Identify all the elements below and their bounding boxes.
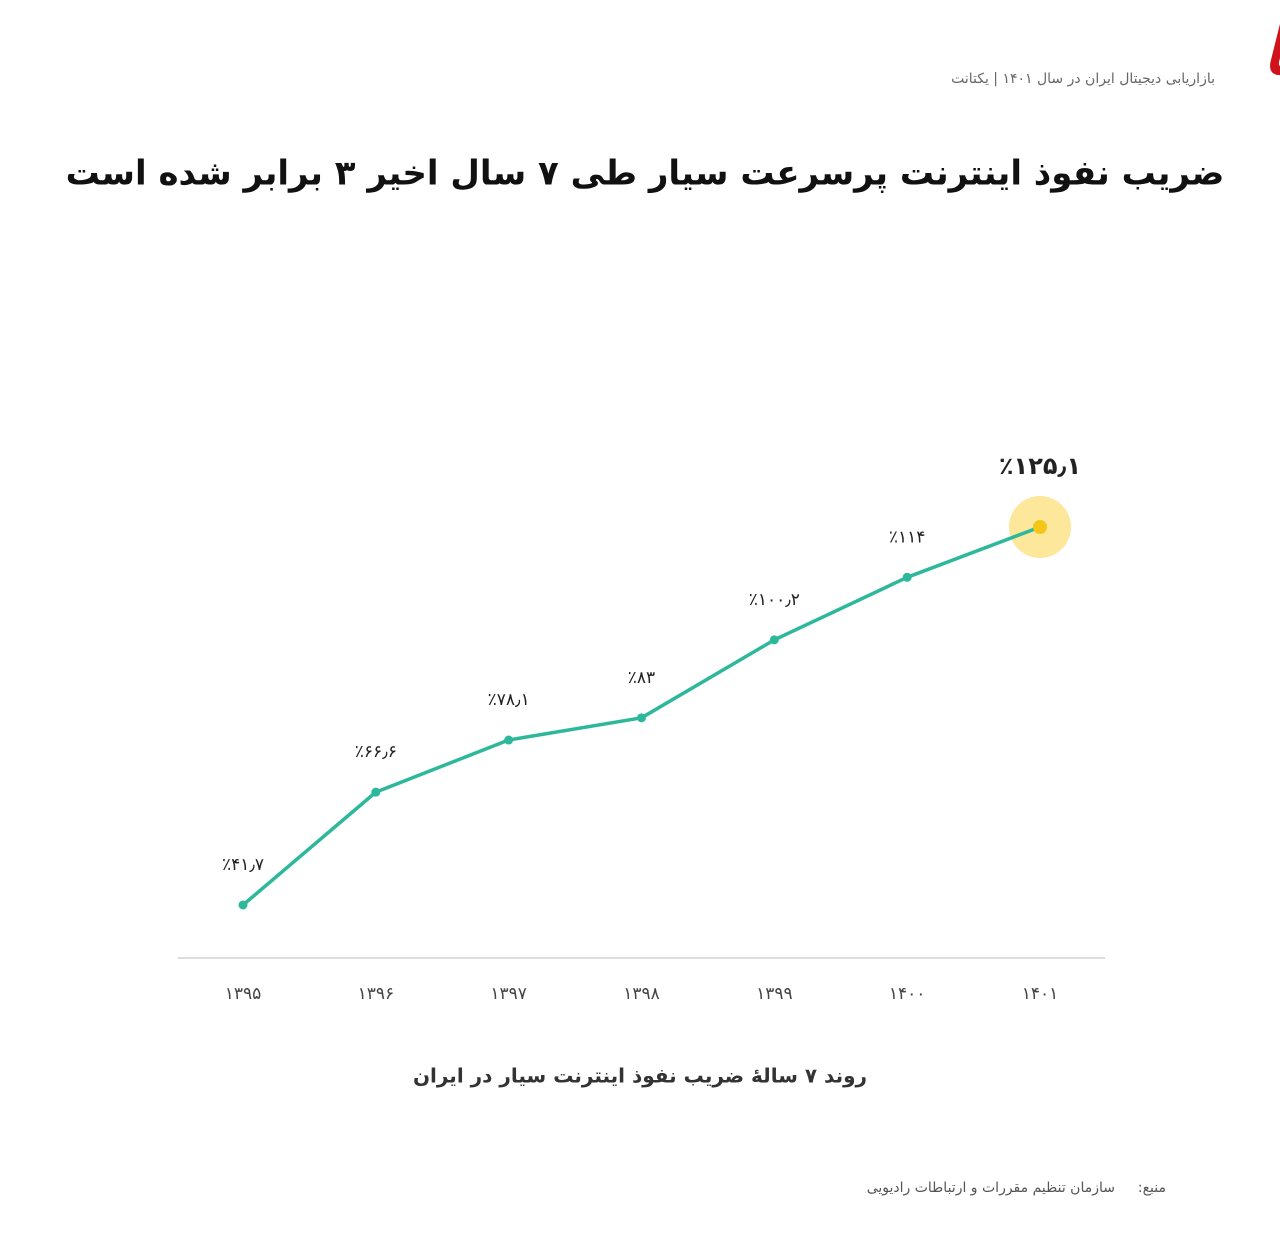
- x-tick-label: ۱۳۹۶: [358, 984, 395, 1004]
- logo: رکنا: [1262, 9, 1280, 93]
- point: [902, 572, 912, 582]
- value-label: ٪۶۶٫۶: [355, 742, 397, 762]
- point: [504, 735, 514, 745]
- point: [1033, 520, 1047, 534]
- x-tick-label: ۱۳۹۷: [490, 984, 527, 1004]
- value-label: ٪۱۰۰٫۲: [749, 590, 800, 610]
- x-tick-label: ۱۳۹۸: [623, 984, 660, 1004]
- x-tick-label: ۱۴۰۱: [1022, 984, 1059, 1004]
- x-tick-label: ۱۳۹۵: [225, 984, 262, 1004]
- value-label: ٪۴۱٫۷: [222, 855, 264, 875]
- point: [238, 900, 248, 910]
- source-label: منبع:: [1138, 1180, 1166, 1196]
- value-label: ٪۷۸٫۱: [488, 690, 530, 710]
- chart-caption: روند ۷ سالهٔ ضریب نفوذ اینترنت سیار در ا…: [413, 1064, 867, 1088]
- value-label: ٪۱۲۵٫۱: [999, 452, 1081, 480]
- point: [637, 713, 646, 723]
- value-label: ٪۸۳: [628, 668, 655, 688]
- point: [371, 787, 381, 797]
- point: [769, 635, 779, 645]
- chart-title: ضریب نفوذ اینترنت پرسرعت سیار طی ۷ سال ا…: [66, 154, 1225, 194]
- source: سازمان تنظیم مقررات و ارتباطات رادیویی: [867, 1180, 1115, 1196]
- x-tick-label: ۱۳۹۹: [756, 984, 793, 1004]
- value-label: ٪۱۱۴: [889, 527, 926, 547]
- header-subtitle: بازاریابی دیجیتال ایران در سال ۱۴۰۱ | یک…: [951, 71, 1215, 87]
- x-tick-label: ۱۴۰۰: [889, 984, 926, 1004]
